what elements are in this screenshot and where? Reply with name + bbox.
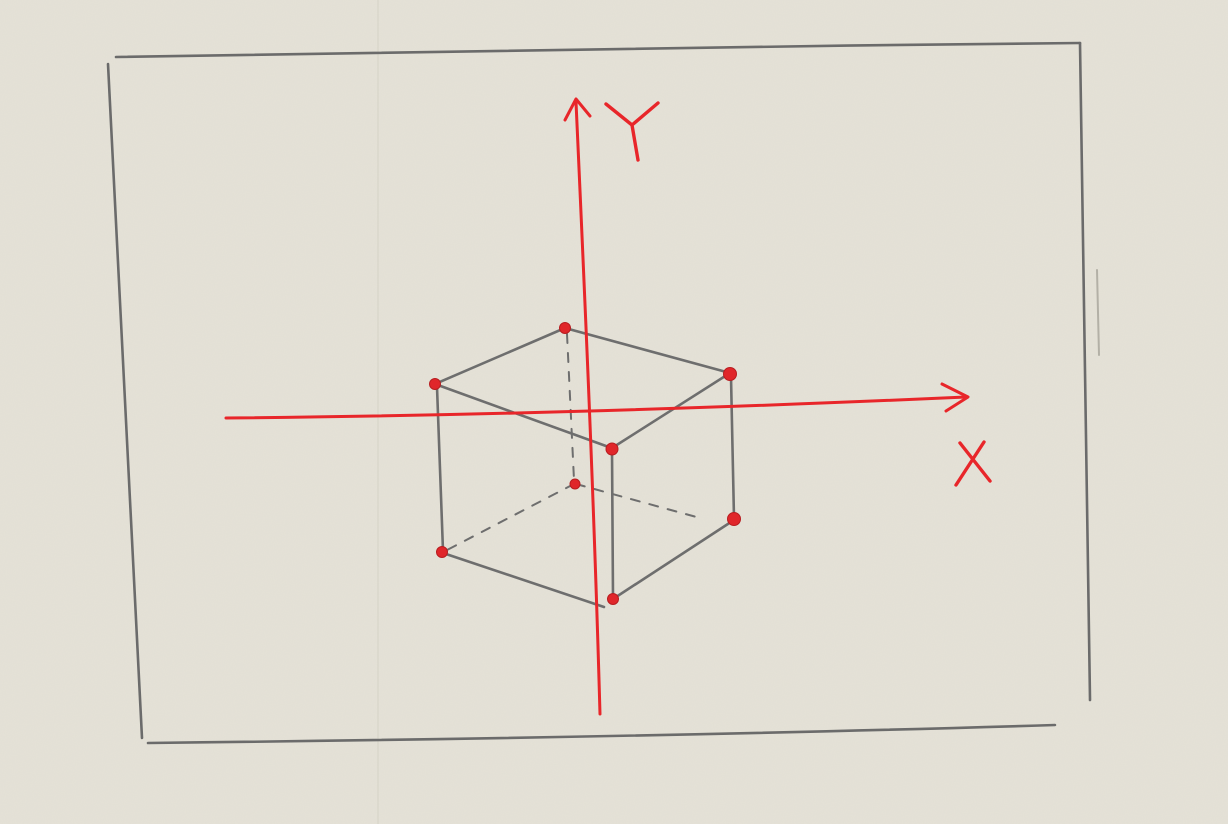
cube-edge-bottom-left bbox=[441, 551, 606, 609]
cube bbox=[433, 326, 736, 609]
frame-left-edge bbox=[106, 62, 144, 740]
y-axis-label: Y bbox=[604, 101, 660, 162]
x-axis-arrowhead bbox=[940, 382, 970, 413]
frame-right-edge bbox=[1078, 41, 1092, 702]
cube-vertex bbox=[436, 546, 448, 558]
cube-vertex bbox=[569, 478, 581, 490]
x-axis-line bbox=[224, 395, 968, 420]
y-axis-label-stroke bbox=[604, 101, 660, 162]
cube-hidden-edge-left bbox=[446, 483, 575, 551]
y-axis-line bbox=[574, 100, 602, 716]
cube-edge-bottom-right bbox=[611, 518, 736, 601]
cube-vertex bbox=[559, 322, 571, 334]
frame-bottom-edge bbox=[146, 723, 1057, 745]
cube-hidden-edge-vertical bbox=[566, 333, 575, 481]
cube-vertex bbox=[607, 593, 619, 605]
cube-vertex bbox=[727, 512, 741, 526]
cube-edge-top-right bbox=[563, 326, 732, 375]
cube-vertices bbox=[429, 322, 741, 605]
cube-edge-top-front-left bbox=[433, 382, 608, 448]
cube-edge-vertical-front bbox=[610, 448, 615, 599]
cube-vertex bbox=[429, 378, 441, 390]
cube-edge-vertical-right bbox=[729, 375, 736, 520]
cube-edge-top-back bbox=[433, 326, 567, 386]
cube-hidden-edges bbox=[446, 333, 701, 551]
cube-vertex bbox=[723, 367, 737, 381]
cube-hidden-edge-right bbox=[575, 483, 701, 519]
axes bbox=[224, 97, 970, 716]
cube-edge-top-front-right bbox=[610, 371, 732, 450]
cube-vertex bbox=[605, 442, 619, 456]
x-axis-label: X bbox=[954, 440, 992, 487]
x-axis-label-stroke bbox=[954, 440, 992, 487]
margin-smudge bbox=[1096, 269, 1100, 356]
y-axis-arrowhead bbox=[563, 97, 592, 122]
frame-top-edge bbox=[114, 41, 1082, 59]
frame-border bbox=[106, 41, 1092, 745]
